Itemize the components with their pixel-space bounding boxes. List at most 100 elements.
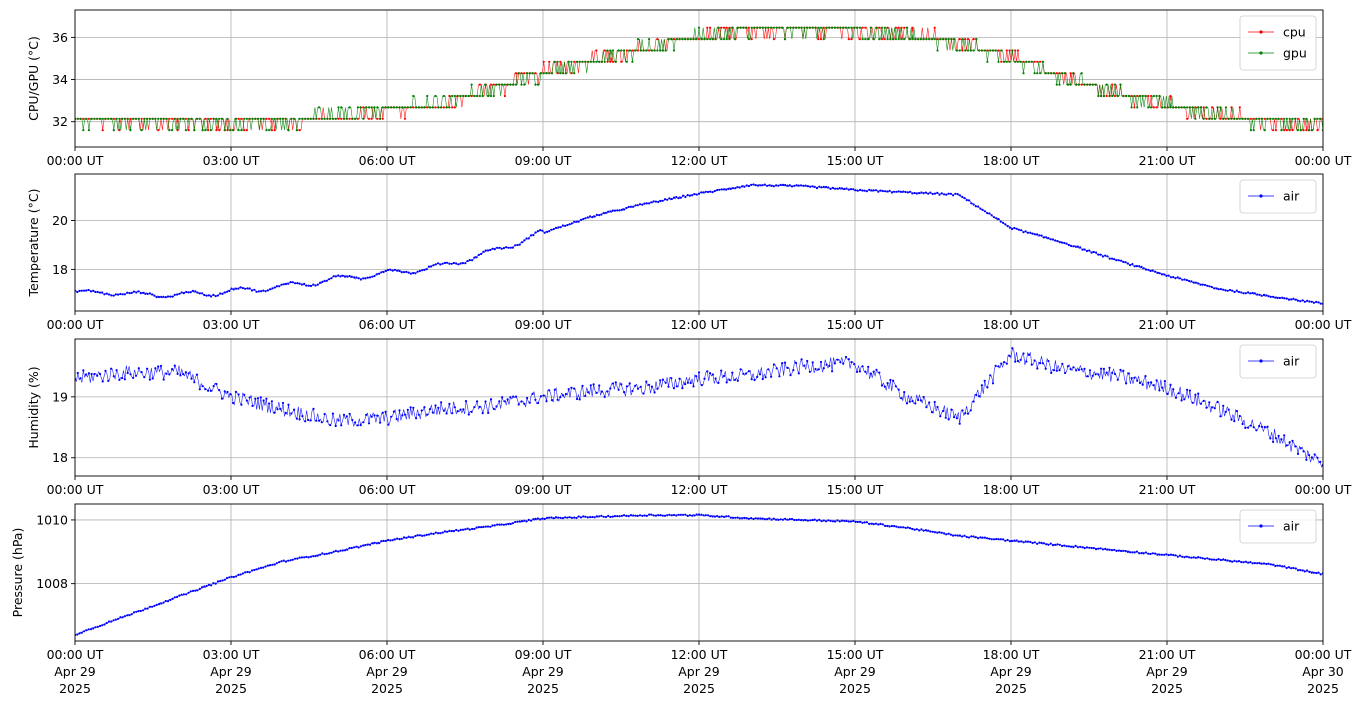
- data-point: [265, 129, 268, 132]
- data-point: [564, 224, 567, 227]
- data-point: [284, 282, 288, 286]
- data-point: [92, 289, 95, 292]
- data-point: [1002, 538, 1005, 541]
- data-point: [1017, 228, 1021, 231]
- data-point: [1205, 406, 1208, 409]
- data-point: [1169, 276, 1173, 279]
- data-point: [766, 518, 769, 521]
- data-point: [1110, 549, 1114, 552]
- data-point: [452, 261, 455, 265]
- data-point: [266, 564, 269, 567]
- data-point: [627, 515, 630, 518]
- data-point: [734, 516, 737, 519]
- data-point: [1100, 94, 1103, 98]
- data-point: [426, 94, 429, 98]
- data-point: [731, 26, 734, 29]
- data-point: [1280, 438, 1283, 441]
- data-point: [1111, 371, 1114, 374]
- data-point: [566, 224, 569, 227]
- data-point: [1133, 106, 1136, 109]
- data-point: [1100, 367, 1103, 370]
- data-point: [459, 262, 462, 265]
- data-point: [739, 368, 742, 371]
- data-point: [262, 566, 265, 569]
- data-point: [275, 562, 278, 565]
- data-point: [407, 535, 410, 538]
- data-point: [822, 26, 825, 29]
- data-point: [255, 568, 258, 571]
- data-point: [1127, 94, 1130, 98]
- data-point: [811, 361, 814, 364]
- data-point: [384, 539, 387, 543]
- data-point: [1085, 249, 1089, 253]
- data-point: [334, 549, 337, 553]
- data-point: [554, 226, 558, 229]
- x-tick-label: 00:00 UT: [47, 647, 104, 662]
- data-point: [104, 369, 107, 372]
- data-point: [470, 94, 473, 98]
- data-point: [1302, 117, 1305, 120]
- data-point: [370, 106, 373, 109]
- data-point: [913, 191, 916, 195]
- data-point: [1163, 106, 1166, 109]
- data-point: [659, 514, 662, 517]
- data-point: [1041, 60, 1044, 63]
- data-point: [193, 129, 196, 132]
- data-point: [105, 292, 108, 295]
- data-point: [489, 248, 492, 252]
- data-point: [273, 563, 276, 566]
- data-point: [484, 249, 487, 252]
- x-tick-label: 03:00 UT: [203, 482, 260, 497]
- data-point: [1227, 408, 1230, 411]
- data-point: [872, 38, 875, 41]
- data-point: [250, 569, 254, 572]
- data-point: [126, 117, 129, 120]
- data-point: [107, 117, 110, 120]
- data-point: [783, 361, 787, 364]
- data-point: [688, 194, 692, 197]
- data-point: [218, 389, 221, 392]
- data-point: [341, 549, 344, 552]
- data-point: [134, 374, 138, 377]
- data-point: [778, 26, 781, 29]
- data-point: [853, 363, 856, 366]
- data-point: [784, 183, 787, 187]
- data-point: [468, 528, 471, 531]
- data-point: [1202, 399, 1205, 402]
- data-point: [139, 292, 142, 295]
- data-point: [587, 391, 590, 394]
- data-point: [162, 295, 165, 298]
- data-point: [834, 520, 837, 523]
- data-point: [772, 26, 776, 29]
- data-point: [309, 419, 312, 422]
- data-point: [278, 561, 281, 564]
- data-point: [1003, 361, 1006, 364]
- data-point: [1272, 117, 1275, 120]
- data-point: [657, 200, 660, 204]
- data-point: [1147, 381, 1150, 384]
- data-point: [148, 378, 151, 381]
- data-point: [284, 560, 288, 563]
- data-point: [1050, 72, 1053, 75]
- data-point: [144, 292, 147, 295]
- data-point: [523, 83, 526, 86]
- data-point: [362, 544, 365, 547]
- data-point: [618, 209, 621, 212]
- data-point: [80, 631, 83, 634]
- data-point: [1131, 263, 1134, 266]
- data-point: [1317, 571, 1320, 574]
- data-point: [520, 72, 523, 75]
- data-point: [587, 60, 590, 63]
- data-point: [991, 49, 995, 52]
- data-point: [852, 519, 855, 523]
- data-point: [343, 549, 347, 552]
- data-point: [980, 49, 984, 52]
- data-point: [1097, 253, 1100, 256]
- data-point: [414, 534, 417, 538]
- data-point: [809, 185, 812, 188]
- data-point: [548, 230, 551, 233]
- data-point: [367, 106, 371, 109]
- data-point: [603, 60, 606, 63]
- data-point: [223, 390, 226, 393]
- data-point: [1215, 287, 1218, 290]
